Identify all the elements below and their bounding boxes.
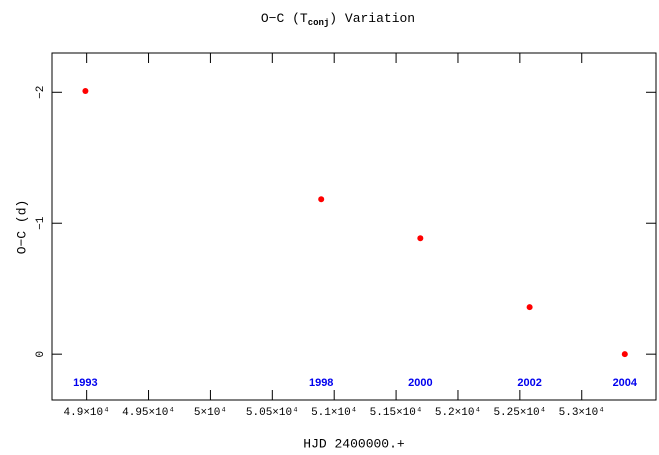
point-label: 1998 xyxy=(309,377,333,389)
x-tick-label: 4.95×10⁴ xyxy=(122,407,175,419)
x-tick-label: 4.9×10⁴ xyxy=(64,407,110,419)
y-tick-label: −1 xyxy=(35,216,47,230)
x-axis-label: HJD 2400000.+ xyxy=(303,436,405,451)
plot-frame xyxy=(51,52,657,401)
x-tick-label: 5×10⁴ xyxy=(194,407,227,419)
point-label: 2004 xyxy=(613,377,638,389)
data-point xyxy=(621,351,628,358)
x-tick-label: 5.2×10⁴ xyxy=(435,407,481,419)
y-tick-label: 0 xyxy=(35,351,47,358)
data-point xyxy=(318,196,325,203)
data-point xyxy=(417,235,424,242)
chart-title: O−C (Tconj) Variation xyxy=(261,11,415,28)
x-tick-label: 5.25×10⁴ xyxy=(493,407,546,419)
point-label: 2000 xyxy=(408,377,432,389)
data-point xyxy=(526,304,533,311)
y-axis-label: O−C (d) xyxy=(14,200,29,255)
title-subscript: conj xyxy=(308,18,330,28)
x-tick-label: 5.1×10⁴ xyxy=(311,407,357,419)
point-label: 1993 xyxy=(73,377,97,389)
x-tick-label: 5.05×10⁴ xyxy=(246,407,299,419)
x-tick-label: 5.3×10⁴ xyxy=(559,407,605,419)
title-part: O−C (T xyxy=(261,11,308,26)
x-tick-label: 5.15×10⁴ xyxy=(370,407,423,419)
data-point xyxy=(82,87,89,94)
y-tick-label: −2 xyxy=(35,86,47,99)
title-part: ) Variation xyxy=(329,11,415,26)
point-label: 2002 xyxy=(517,377,541,389)
